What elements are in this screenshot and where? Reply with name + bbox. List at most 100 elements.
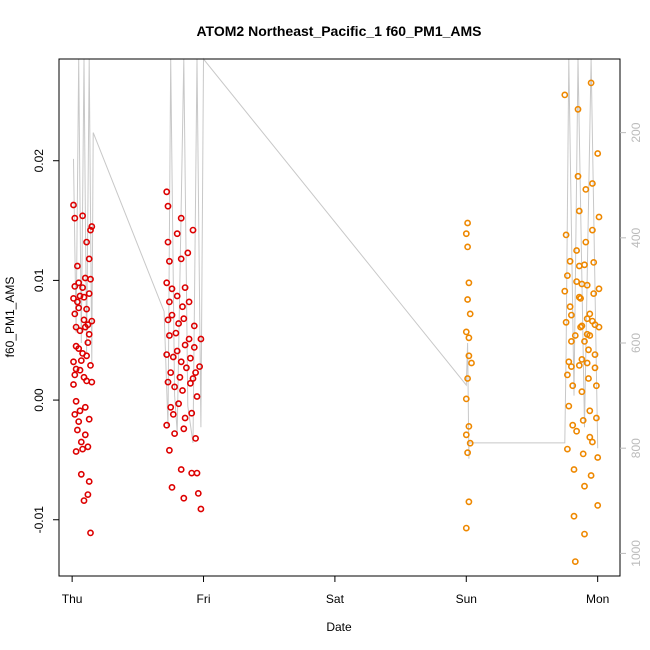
data-point-orange (585, 346, 592, 354)
data-point-orange (561, 91, 569, 99)
data-point-red (88, 317, 96, 325)
data-point-red (83, 305, 90, 313)
data-point-red (71, 371, 79, 379)
x-tick-label: Sat (326, 592, 345, 606)
data-point-red (181, 414, 189, 422)
data-point-orange (581, 337, 588, 345)
data-point-orange (571, 332, 579, 339)
data-point-red (77, 470, 85, 478)
data-point-red (70, 201, 77, 209)
data-point-orange (464, 375, 471, 382)
data-point-red (171, 383, 178, 391)
data-point-red (79, 284, 86, 291)
data-point-orange (582, 185, 590, 193)
data-point-orange (571, 558, 579, 565)
data-point-orange (589, 226, 596, 234)
data-point-red (168, 483, 176, 491)
data-point-red (80, 316, 88, 324)
data-point-red (182, 364, 190, 372)
data-point-red (173, 347, 181, 355)
data-point-red (84, 339, 92, 346)
data-point-red (190, 343, 198, 351)
data-point-orange (575, 361, 583, 369)
data-point-orange (565, 358, 573, 366)
data-point-orange (590, 258, 598, 266)
data-point-red (164, 316, 172, 324)
data-point-red (167, 403, 175, 411)
data-point-red (70, 358, 77, 366)
data-point-red (165, 332, 173, 339)
data-point-red (81, 274, 89, 282)
plot-frame (58, 58, 621, 577)
data-point-red (84, 491, 92, 498)
y2-tick-label: 800 (629, 438, 643, 458)
y2-tick-label: 600 (629, 333, 643, 353)
data-point-orange (581, 530, 588, 538)
data-point-red (168, 311, 176, 319)
data-point-red (71, 282, 79, 290)
data-point-orange (568, 311, 575, 319)
data-point-red (79, 445, 86, 453)
data-point-orange (573, 278, 580, 285)
data-point-orange (578, 280, 586, 288)
data-point-orange (564, 371, 571, 379)
data-point-red (75, 304, 83, 312)
data-point-red (74, 262, 81, 270)
data-point-orange (561, 287, 569, 295)
data-point-red (76, 292, 84, 300)
x-axis: Thu Fri Sat Sun Mon (62, 576, 609, 606)
data-point-red (179, 303, 186, 311)
data-point-red (164, 202, 172, 210)
data-point-orange (591, 364, 599, 372)
data-point-orange (462, 395, 470, 403)
data-point-red (192, 434, 199, 442)
data-point-orange (574, 172, 582, 180)
data-point-orange (583, 315, 591, 323)
data-point-orange (464, 296, 471, 303)
x-tick-label: Sun (456, 592, 477, 606)
x-tick-label: Mon (586, 592, 609, 606)
data-point-red (81, 431, 89, 439)
data-point-orange (587, 472, 595, 479)
data-point-red (180, 425, 188, 433)
data-point-red (167, 369, 175, 376)
data-point-red (83, 352, 90, 360)
data-point-red (194, 489, 202, 497)
data-point-red (165, 446, 173, 454)
data-point-red (71, 410, 79, 418)
data-point-red (72, 365, 80, 373)
data-point-red (189, 375, 197, 382)
data-point-red (175, 400, 182, 408)
data-point-red (193, 393, 201, 400)
data-point-orange (595, 213, 603, 221)
data-point-red (177, 466, 185, 473)
data-point-red (76, 366, 84, 374)
data-point-red (186, 379, 194, 387)
data-point-orange (565, 402, 573, 410)
data-point-red (84, 443, 92, 451)
data-point-red (163, 279, 171, 287)
data-point-red (186, 354, 194, 362)
data-point-orange (568, 337, 575, 345)
data-point-orange (586, 407, 594, 415)
data-point-red (71, 214, 79, 222)
data-point-red (180, 315, 188, 323)
data-point-orange (575, 207, 583, 215)
secondary-y-axis: 200 400 600 800 1000 (620, 122, 643, 567)
data-point-orange (589, 317, 596, 325)
data-point-red (164, 238, 172, 246)
data-point-red (177, 255, 185, 263)
data-point-red (190, 322, 198, 330)
data-point-orange (593, 414, 600, 422)
data-point-red (172, 329, 180, 337)
data-point-orange (569, 382, 577, 390)
data-point-orange (464, 219, 471, 227)
data-point-red (180, 494, 188, 502)
data-point-orange (462, 431, 470, 439)
y-axis: -0.01 0.00 0.01 0.02 (32, 149, 59, 533)
data-point-red (197, 505, 205, 513)
data-point-orange (585, 375, 592, 382)
x-tick-label: Thu (62, 592, 83, 606)
data-point-red (87, 529, 94, 537)
data-point-red (173, 230, 181, 238)
